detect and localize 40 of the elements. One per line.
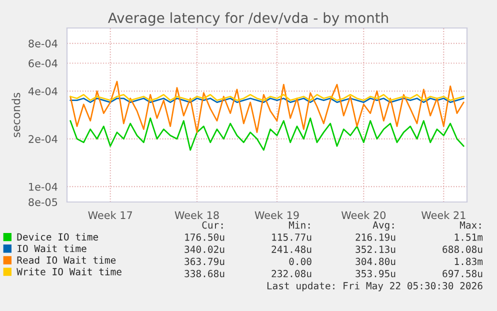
legend-label: IO Wait time bbox=[18, 244, 86, 252]
x-tick-label: Week 20 bbox=[341, 211, 386, 220]
text: 340.02u bbox=[184, 246, 224, 253]
text: 216.19u bbox=[356, 233, 396, 241]
text: 232.08u bbox=[272, 270, 312, 278]
text: Cur: bbox=[202, 221, 223, 229]
y-tick-label: 4e-04 bbox=[28, 87, 58, 96]
y-tick-label: 8e-05 bbox=[28, 198, 58, 206]
text: 363.79u bbox=[184, 258, 224, 266]
y-tick-label: 6e-04 bbox=[28, 59, 58, 68]
y-tick-label: 2e-04 bbox=[28, 135, 58, 143]
y-tick-label: 8e-04 bbox=[28, 40, 58, 48]
legend-label: Device IO time bbox=[17, 233, 98, 241]
legend-label: Write IO Wait time bbox=[16, 268, 122, 276]
text: 115.77u bbox=[272, 234, 312, 241]
legend-label: Read IO Wait time bbox=[17, 256, 116, 264]
x-tick-label: Week 17 bbox=[88, 211, 132, 220]
y-tick-label: 1e-04 bbox=[29, 182, 58, 191]
text: 697.58u bbox=[442, 270, 482, 278]
x-tick-label: Week 18 bbox=[174, 211, 219, 220]
text: 1.83m bbox=[454, 258, 483, 266]
text: Last update: Fri May 22 05:30:30 2026 bbox=[267, 282, 482, 292]
text: 0.00 bbox=[289, 258, 312, 266]
text: 688.08u bbox=[442, 246, 482, 253]
text: 353.95u bbox=[356, 270, 396, 278]
line-series bbox=[70, 80, 464, 134]
text: 304.80u bbox=[356, 258, 396, 266]
text: 1.51m bbox=[454, 234, 483, 241]
text: Max: bbox=[460, 221, 481, 229]
text: 176.50u bbox=[185, 233, 224, 241]
text: Avg: bbox=[372, 221, 394, 231]
text: 338.68u bbox=[184, 270, 224, 278]
line-series bbox=[70, 118, 464, 151]
y-axis-title: seconds bbox=[12, 92, 20, 138]
text: Min: bbox=[288, 221, 310, 229]
text: 241.48u bbox=[272, 246, 312, 253]
text: 352.13u bbox=[356, 246, 396, 253]
x-tick-label: Week 19 bbox=[254, 211, 299, 220]
x-tick-label: Week 21 bbox=[421, 211, 466, 220]
chart-title: Average latency for /dev/vda - by month bbox=[108, 12, 388, 26]
